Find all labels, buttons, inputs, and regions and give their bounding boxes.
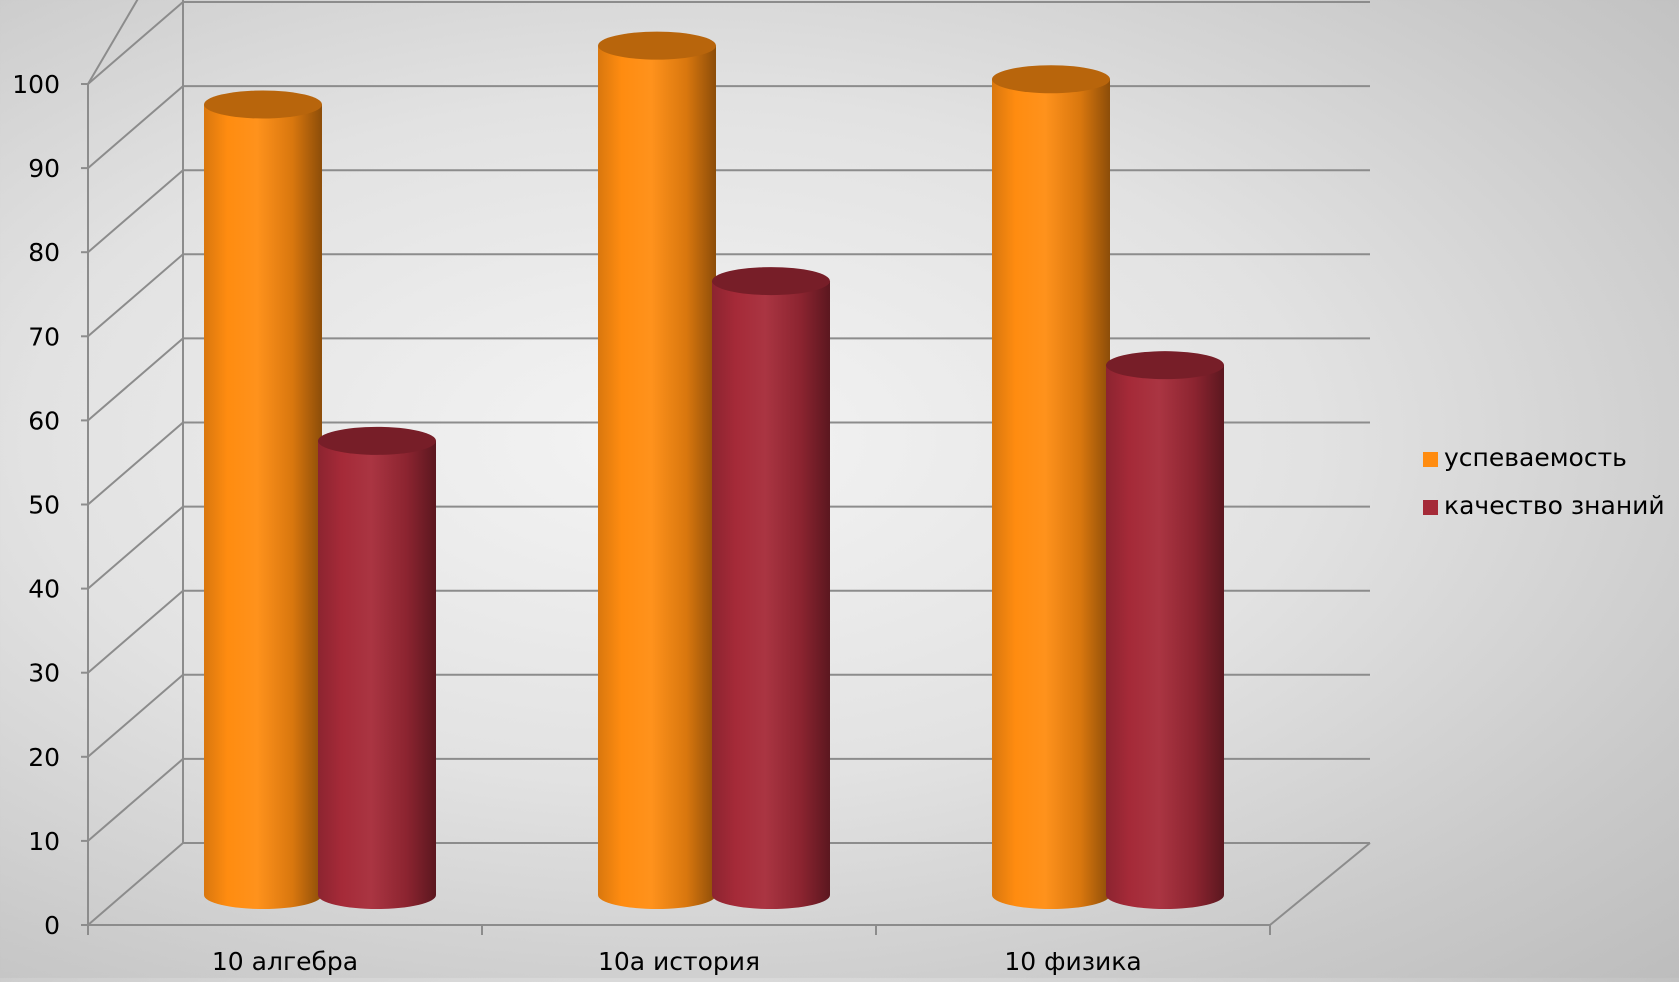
y-tick-label: 0 <box>44 911 60 940</box>
legend-label: качество знаний <box>1444 491 1665 520</box>
legend-swatch <box>1423 452 1438 467</box>
side-gridline <box>87 758 184 842</box>
bar-body <box>712 281 830 909</box>
y-tick-label: 100 <box>12 70 60 99</box>
bar-body <box>204 104 322 909</box>
legend: успеваемость качество знаний <box>1423 443 1665 520</box>
x-tick-label: 10 алгебра <box>212 947 358 976</box>
bar-top <box>318 426 436 455</box>
bar-body <box>598 45 716 909</box>
y-tick-label: 30 <box>28 659 60 688</box>
side-gridline <box>87 674 184 758</box>
bar-top <box>598 31 716 60</box>
x-axis: 10 алгебра 10а история 10 физика <box>87 925 1271 976</box>
side-gridline <box>87 1 184 85</box>
y-tick-label: 90 <box>28 154 60 183</box>
side-gridline <box>87 589 184 674</box>
y-tick-label: 70 <box>28 322 60 351</box>
bar-body <box>1106 365 1224 909</box>
side-gridline <box>87 842 184 926</box>
side-gridline <box>87 421 184 506</box>
bar-top <box>1106 351 1224 380</box>
side-gridline <box>87 169 184 253</box>
side-wall-top <box>87 0 139 85</box>
bars <box>204 31 1224 910</box>
bar-top <box>712 267 830 296</box>
legend-label: успеваемость <box>1444 443 1627 472</box>
y-tick-label: 80 <box>28 238 60 267</box>
legend-swatch <box>1423 500 1438 515</box>
x-tick-label: 10а история <box>598 947 760 976</box>
y-tick-label: 10 <box>28 827 60 856</box>
floor-right-edge <box>1269 842 1371 926</box>
side-gridline <box>87 337 184 422</box>
bar-body <box>992 79 1110 910</box>
side-gridline <box>87 505 184 590</box>
side-gridline <box>87 253 184 338</box>
bar-body <box>318 440 436 909</box>
y-tick-label: 60 <box>28 406 60 435</box>
y-tick-label: 50 <box>28 491 60 520</box>
y-tick-label: 20 <box>28 743 60 772</box>
y-axis: 0 10 20 30 40 50 60 70 80 90 100 <box>12 70 88 940</box>
bar-top <box>204 90 322 119</box>
bar-top <box>992 65 1110 94</box>
side-gridline <box>87 85 184 169</box>
y-tick-label: 40 <box>28 575 60 604</box>
x-tick-label: 10 физика <box>1004 947 1141 976</box>
